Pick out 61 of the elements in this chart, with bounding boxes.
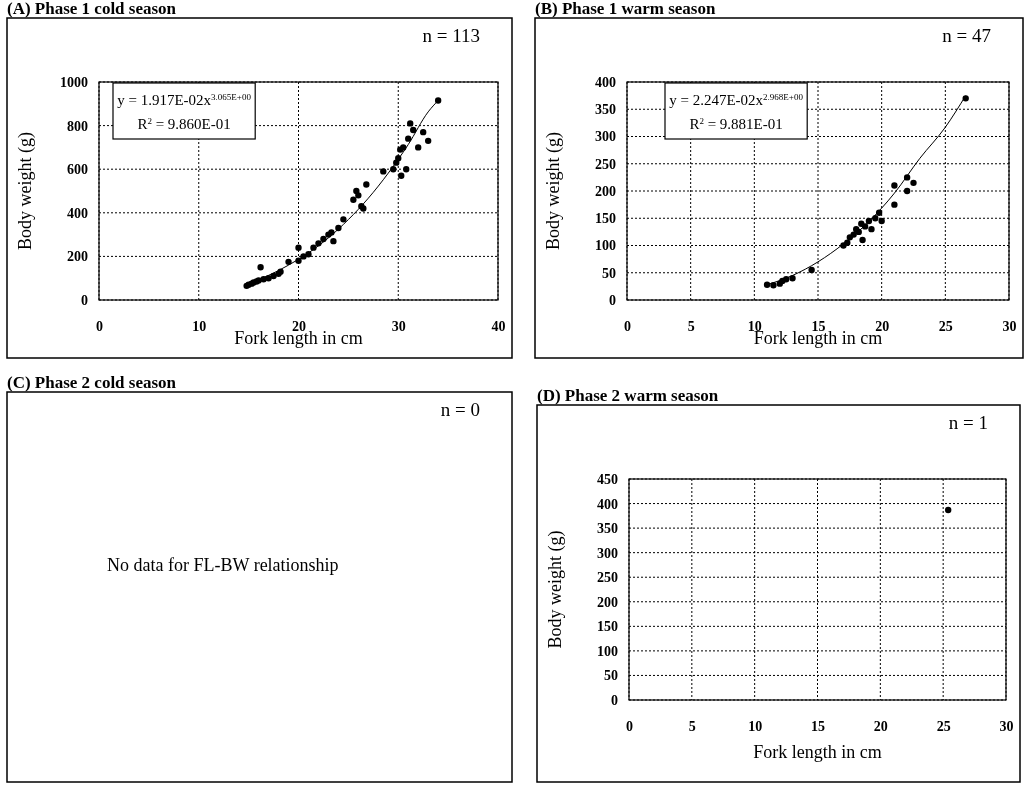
y-tick-label: 1000 (60, 74, 88, 90)
y-tick-label: 400 (67, 205, 88, 221)
x-tick-label: 30 (1002, 318, 1017, 334)
chart-title: (D) Phase 2 warm season (537, 386, 719, 405)
y-tick-label: 250 (595, 156, 616, 172)
chart-title: (A) Phase 1 cold season (7, 0, 177, 18)
y-tick-label: 450 (597, 471, 618, 487)
y-tick-label: 250 (597, 570, 618, 586)
x-tick-label: 25 (938, 318, 953, 334)
annotation: R$^{2}$ = 9.860E-01 (137, 116, 231, 132)
text: (C) Phase 2 cold season (7, 373, 177, 392)
y-tick-label: 150 (595, 211, 616, 227)
annotation: R$^{2}$ = 9.881E-01 (689, 116, 783, 132)
y-tick-label: 150 (597, 619, 618, 635)
x-tick-label: 10 (748, 718, 763, 734)
y-tick-label: 800 (67, 118, 88, 134)
y-tick-label: 300 (597, 545, 618, 561)
text-box: y = 1.917E-02x$^{3.065E+00}$ R$^{2}$ = 9.860E-01 (112, 82, 256, 140)
y-axis-title: Body weight (g) (545, 530, 566, 649)
annotation: y = 2.247E-02x$^{2.968E+00}$ (669, 92, 804, 108)
y-tick-label: 400 (597, 496, 618, 512)
annotation: y = 1.917E-02x$^{3.065E+00}$ (117, 92, 252, 108)
y-tick-label: 200 (595, 183, 616, 199)
y-tick-label: 350 (595, 102, 616, 118)
x-tick-label: 0 (626, 718, 633, 734)
x-tick-label: 15 (811, 318, 826, 334)
y-tick-label: 200 (67, 249, 88, 265)
x-tick-label: 10 (192, 318, 207, 334)
y-tick-label: 0 (609, 292, 616, 308)
x-tick-label: 30 (999, 718, 1014, 734)
text-box: y = 2.247E-02x$^{2.968E+00}$ R$^{2}$ = 9.881E-01 (664, 82, 808, 140)
y-axis-title: Body weight (g) (15, 132, 36, 250)
y-tick-label: 0 (81, 292, 88, 308)
x-tick-label: 20 (873, 718, 888, 734)
x-tick-label: 20 (875, 318, 890, 334)
x-tick-label: 25 (936, 718, 951, 734)
x-tick-label: 5 (687, 318, 695, 334)
x-tick-label: 5 (688, 718, 696, 734)
x-tick-label: 40 (491, 318, 506, 334)
y-tick-label: 400 (595, 74, 616, 90)
y-tick-label: 600 (67, 162, 88, 178)
y-tick-label: 100 (597, 643, 618, 659)
y-axis-title: Body weight (g) (543, 132, 564, 250)
text: n = 47 (942, 25, 991, 46)
x-tick-label: 15 (811, 718, 825, 734)
y-tick-label: 0 (611, 692, 618, 708)
text: No data for FL-BW relationship (107, 555, 339, 576)
x-tick-label: 0 (624, 318, 631, 334)
y-tick-label: 50 (604, 668, 618, 684)
x-tick-label: 30 (391, 318, 406, 334)
y-tick-label: 200 (597, 594, 618, 610)
text: n = 113 (422, 25, 480, 46)
y-tick-label: 350 (597, 521, 618, 537)
y-tick-label: 300 (595, 129, 616, 145)
chart-title: (B) Phase 1 warm season (535, 0, 716, 18)
text: n = 0 (440, 399, 480, 420)
y-tick-label: 50 (602, 265, 616, 281)
x-axis-title: Fork length in cm (753, 742, 882, 762)
text: n = 1 (948, 412, 988, 433)
y-tick-label: 100 (595, 238, 616, 254)
x-tick-label: 0 (96, 318, 103, 334)
